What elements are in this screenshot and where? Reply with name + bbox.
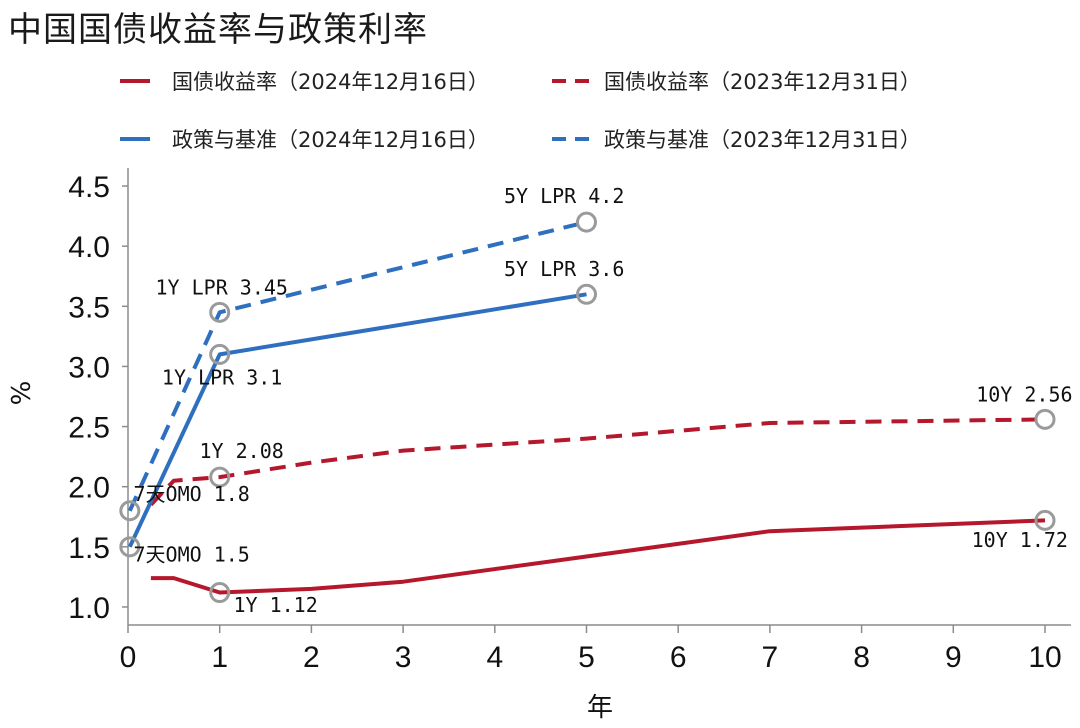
series-yield-2024 (150, 518, 1046, 595)
data-label: 1Y LPR 3.1 (162, 365, 282, 389)
data-label: 7天OMO 1.5 (134, 542, 250, 566)
x-tick-label: 4 (486, 641, 503, 674)
x-tick-label: 5 (578, 641, 595, 674)
marker-point (1034, 408, 1056, 430)
y-tick-label: 4.0 (68, 231, 110, 264)
chart-legend: 国债收益率（2024年12月16日） 国债收益率（2023年12月31日） 政策… (0, 0, 1080, 170)
legend-item-policy-2024: 政策与基准（2024年12月16日） (118, 124, 489, 154)
marker-point (576, 283, 597, 305)
y-tick-label: 1.0 (68, 592, 110, 625)
data-label: 1Y 1.12 (233, 593, 317, 617)
marker-layer (119, 211, 1056, 604)
series-layer (127, 220, 1046, 595)
legend-item-yield-2024: 国债收益率（2024年12月16日） (118, 66, 489, 96)
x-tick-label: 9 (945, 641, 962, 674)
y-tick-label: 2.5 (68, 412, 110, 445)
legend-label: 政策与基准（2024年12月16日） (172, 128, 489, 152)
data-label: 5Y LPR 4.2 (504, 184, 624, 208)
data-label: 10Y 1.72 (972, 528, 1068, 552)
marker-point (1034, 509, 1056, 531)
x-tick-label: 6 (670, 641, 687, 674)
data-label: 5Y LPR 3.6 (504, 257, 624, 281)
legend-swatch-dashed-red (550, 70, 598, 92)
legend-label: 国债收益率（2023年12月31日） (604, 70, 921, 94)
legend-label: 政策与基准（2023年12月31日） (604, 128, 921, 152)
series-yield-2023 (149, 417, 1046, 507)
x-tick-label: 7 (762, 641, 779, 674)
legend-item-yield-2023: 国债收益率（2023年12月31日） (550, 66, 921, 96)
x-tick-label: 10 (1028, 641, 1061, 674)
data-label: 7天OMO 1.8 (134, 482, 250, 506)
legend-swatch-solid-blue (118, 128, 166, 150)
x-tick-label: 2 (303, 641, 320, 674)
y-tick-label: 3.5 (68, 291, 110, 324)
y-tick-label: 3.0 (68, 351, 110, 384)
y-tick-label: 2.0 (68, 472, 110, 505)
x-tick-label: 0 (120, 641, 137, 674)
series-policy-2023 (127, 220, 587, 512)
data-label: 1Y 2.08 (200, 439, 284, 463)
legend-label: 国债收益率（2024年12月16日） (172, 70, 489, 94)
data-label: 10Y 2.56 (976, 382, 1072, 406)
data-label: 1Y LPR 3.45 (156, 275, 288, 299)
marker-point (209, 466, 231, 488)
marker-point (209, 301, 231, 323)
axes: 1.0 1.5 2.0 2.5 3.0 3.5 4.0 4.5 0 1 2 3 4 5 6 7 8 9 10 (68, 168, 1071, 674)
series-policy-2024 (127, 292, 587, 548)
x-axis-title: 年 (587, 693, 613, 723)
x-tick-label: 3 (395, 641, 412, 674)
x-tick-label: 8 (853, 641, 870, 674)
legend-swatch-dashed-blue (550, 128, 598, 150)
marker-point (576, 211, 597, 233)
y-tick-label: 4.5 (68, 171, 110, 204)
legend-swatch-solid-red (118, 70, 166, 92)
annotation-layer: 5Y LPR 4.2 5Y LPR 3.6 1Y LPR 3.45 1Y LPR 3.… (134, 184, 1073, 617)
marker-point (119, 536, 141, 558)
marker-point (209, 343, 231, 365)
x-tick-label: 1 (211, 641, 228, 674)
marker-point (119, 500, 141, 522)
y-tick-label: 1.5 (68, 532, 110, 565)
chart-title: 中国国债收益率与政策利率 (8, 10, 428, 50)
marker-point (209, 582, 231, 604)
legend-item-policy-2023: 政策与基准（2023年12月31日） (550, 124, 921, 154)
y-axis-title: % (7, 381, 37, 406)
